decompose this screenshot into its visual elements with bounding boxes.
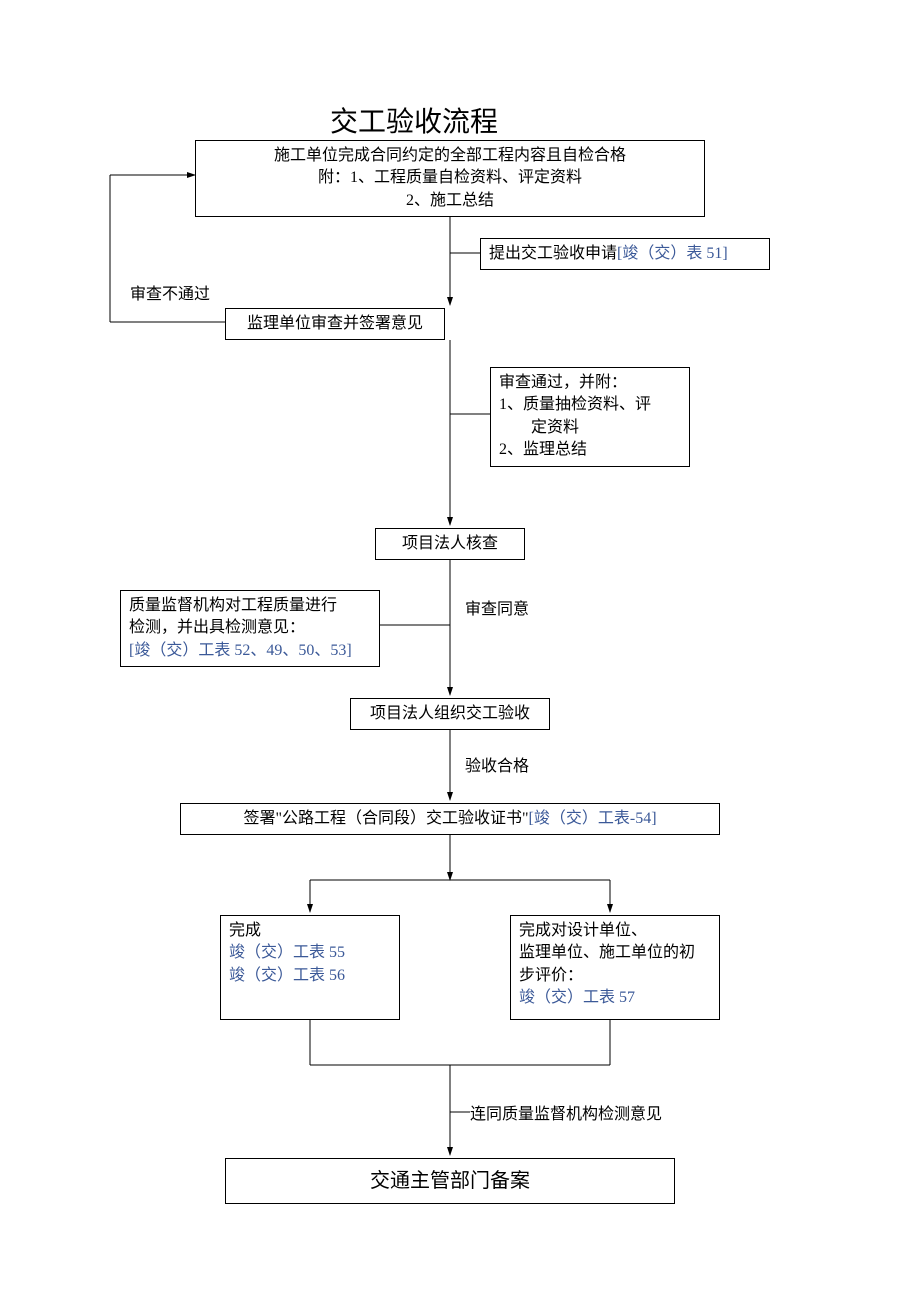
n10-l2: 监理单位、施工单位的初: [519, 942, 711, 964]
node-file-record-text: 交通主管部门备案: [370, 1170, 530, 1192]
node-apply: 提出交工验收申请[竣（交）表 51]: [480, 238, 770, 270]
node-start: 施工单位完成合同约定的全部工程内容且自检合格 附：1、工程质量自检资料、评定资料…: [195, 140, 705, 217]
node-complete-right: 完成对设计单位、 监理单位、施工单位的初 步评价： 竣（交）工表 57: [510, 915, 720, 1020]
node-quality-org: 质量监督机构对工程质量进行 检测，并出具检测意见： [竣（交）工表 52、49、…: [120, 590, 380, 667]
n4-l2: 1、质量抽检资料、评: [499, 394, 681, 416]
node-file-record: 交通主管部门备案: [225, 1158, 675, 1204]
node-owner-accept-text: 项目法人组织交工验收: [370, 705, 530, 722]
n6-l2: 检测，并出具检测意见：: [129, 617, 371, 639]
n10-link: 竣（交）工表 57: [519, 987, 711, 1009]
node-start-l2: 附：1、工程质量自检资料、评定资料: [204, 167, 696, 189]
n8-link: [竣（交）工表-54]: [529, 810, 657, 827]
node-supervisor-review-text: 监理单位审查并签署意见: [247, 315, 423, 332]
flowchart-canvas: 交工验收流程 施工单位完成合同约定的全部工程内容且自检合格 附：1、工程质量自检…: [0, 0, 920, 1301]
n9-link1: 竣（交）工表 55: [229, 942, 391, 964]
node-pass-attach: 审查通过，并附： 1、质量抽检资料、评 定资料 2、监理总结: [490, 367, 690, 467]
node-apply-text: 提出交工验收申请: [489, 245, 617, 262]
node-apply-link: [竣（交）表 51]: [617, 245, 728, 262]
label-with-opinion: 连同质量监督机构检测意见: [470, 1100, 662, 1124]
diagram-title: 交工验收流程: [330, 100, 498, 140]
n6-l1: 质量监督机构对工程质量进行: [129, 595, 371, 617]
n4-l1: 审查通过，并附：: [499, 372, 681, 394]
node-owner-accept: 项目法人组织交工验收: [350, 698, 550, 730]
label-fail: 审查不通过: [130, 280, 210, 304]
n4-l4: 2、监理总结: [499, 439, 681, 461]
label-agree: 审查同意: [465, 595, 529, 619]
node-complete-left: 完成 竣（交）工表 55 竣（交）工表 56: [220, 915, 400, 1020]
node-owner-check-text: 项目法人核查: [402, 535, 498, 552]
n10-l1: 完成对设计单位、: [519, 920, 711, 942]
n10-l3: 步评价：: [519, 965, 711, 987]
n8-text: 签署"公路工程（合同段）交工验收证书": [243, 810, 528, 827]
n4-l3: 定资料: [499, 417, 681, 439]
n9-l1: 完成: [229, 920, 391, 942]
label-pass: 验收合格: [465, 752, 529, 776]
node-supervisor-review: 监理单位审查并签署意见: [225, 308, 445, 340]
node-start-l1: 施工单位完成合同约定的全部工程内容且自检合格: [204, 145, 696, 167]
n6-link: [竣（交）工表 52、49、50、53]: [129, 640, 371, 662]
n9-link2: 竣（交）工表 56: [229, 965, 391, 987]
node-owner-check: 项目法人核查: [375, 528, 525, 560]
node-start-l3: 2、施工总结: [204, 190, 696, 212]
node-sign-cert: 签署"公路工程（合同段）交工验收证书"[竣（交）工表-54]: [180, 803, 720, 835]
